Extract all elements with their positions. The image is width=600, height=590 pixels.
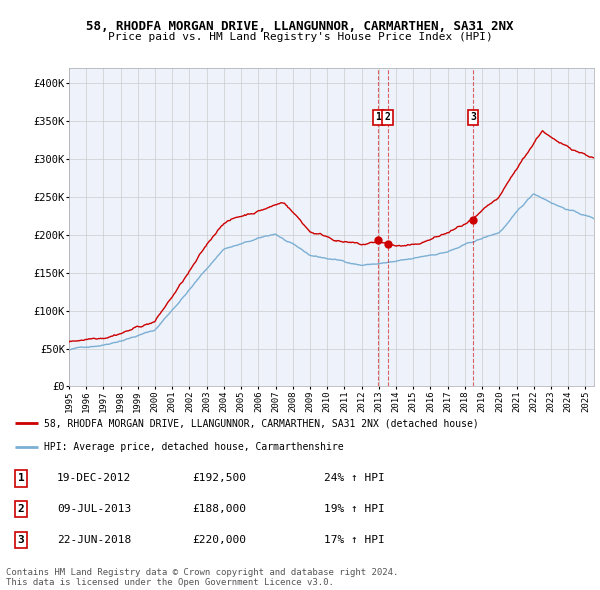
Text: 17% ↑ HPI: 17% ↑ HPI [324,535,385,545]
Text: 3: 3 [470,112,476,122]
Text: Contains HM Land Registry data © Crown copyright and database right 2024.
This d: Contains HM Land Registry data © Crown c… [6,568,398,587]
Text: 3: 3 [17,535,25,545]
Text: 24% ↑ HPI: 24% ↑ HPI [324,474,385,483]
Text: 58, RHODFA MORGAN DRIVE, LLANGUNNOR, CARMARTHEN, SA31 2NX: 58, RHODFA MORGAN DRIVE, LLANGUNNOR, CAR… [86,20,514,33]
Text: 58, RHODFA MORGAN DRIVE, LLANGUNNOR, CARMARTHEN, SA31 2NX (detached house): 58, RHODFA MORGAN DRIVE, LLANGUNNOR, CAR… [44,418,479,428]
Text: 19-DEC-2012: 19-DEC-2012 [57,474,131,483]
Text: £192,500: £192,500 [192,474,246,483]
Text: Price paid vs. HM Land Registry's House Price Index (HPI): Price paid vs. HM Land Registry's House … [107,32,493,41]
Text: 09-JUL-2013: 09-JUL-2013 [57,504,131,514]
Text: HPI: Average price, detached house, Carmarthenshire: HPI: Average price, detached house, Carm… [44,442,344,452]
Text: 19% ↑ HPI: 19% ↑ HPI [324,504,385,514]
Text: 2: 2 [17,504,25,514]
Text: 1: 1 [17,474,25,483]
Text: 22-JUN-2018: 22-JUN-2018 [57,535,131,545]
Text: 2: 2 [385,112,391,122]
Text: £220,000: £220,000 [192,535,246,545]
Text: 1: 1 [376,112,381,122]
Text: £188,000: £188,000 [192,504,246,514]
